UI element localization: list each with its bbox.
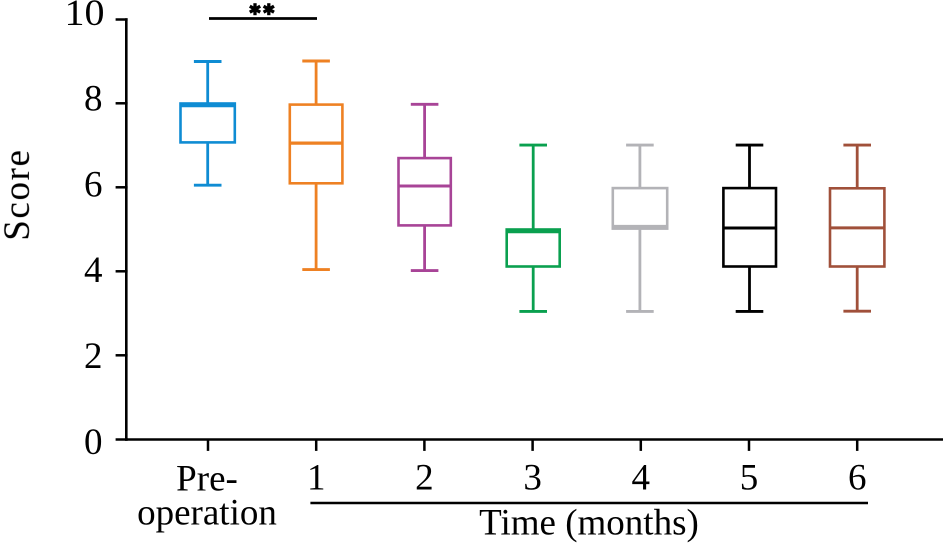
svg-text:4: 4 bbox=[632, 457, 651, 498]
svg-text:Pre-: Pre- bbox=[176, 459, 238, 500]
svg-text:4: 4 bbox=[84, 250, 103, 291]
svg-text:operation: operation bbox=[137, 493, 277, 534]
svg-text:2: 2 bbox=[84, 336, 103, 377]
svg-text:Time (months): Time (months) bbox=[479, 503, 699, 544]
svg-text:6: 6 bbox=[84, 164, 103, 205]
svg-text:2: 2 bbox=[415, 457, 434, 498]
svg-text:3: 3 bbox=[523, 457, 542, 498]
svg-text:Score: Score bbox=[0, 148, 38, 240]
svg-text:10: 10 bbox=[65, 0, 105, 34]
svg-text:8: 8 bbox=[84, 79, 103, 120]
svg-text:6: 6 bbox=[848, 457, 867, 498]
svg-text:5: 5 bbox=[740, 457, 759, 498]
svg-text:0: 0 bbox=[84, 422, 103, 463]
svg-text:1: 1 bbox=[307, 457, 326, 498]
